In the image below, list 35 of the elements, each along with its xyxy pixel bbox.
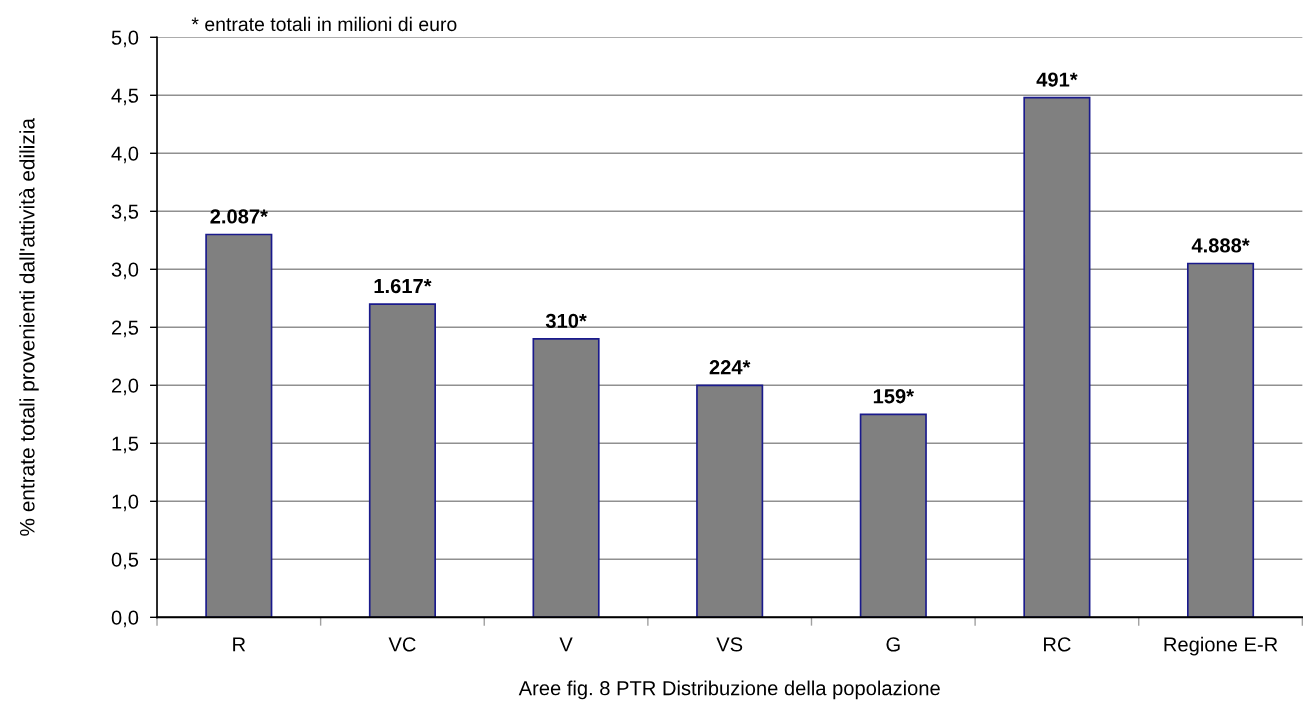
x-tick-label: G xyxy=(886,637,900,652)
y-tick-label: 4,5 xyxy=(111,88,139,106)
y-axis-title: % entrate totali provenienti dall'attività edilizia xyxy=(19,118,39,536)
y-tick-label: 3,0 xyxy=(111,262,139,280)
y-tick-label: 1,0 xyxy=(112,494,139,512)
annotation: 2.087* xyxy=(210,209,268,224)
bar xyxy=(368,303,436,618)
x-tick-label: V xyxy=(559,637,573,652)
x-tick-label: Regione E-R xyxy=(1164,636,1278,656)
annotation: 224* xyxy=(709,360,751,375)
bar xyxy=(859,413,927,618)
annotation: 159* xyxy=(873,389,914,404)
bar xyxy=(532,338,600,618)
x-tick-label: VC xyxy=(388,637,416,652)
bar xyxy=(1023,96,1091,618)
y-tick-label: 5,0 xyxy=(111,30,139,48)
y-tick-label: 3,5 xyxy=(111,204,139,222)
y-tick-label: 4,0 xyxy=(111,146,139,164)
bar xyxy=(696,384,764,618)
y-tick-label: 0,5 xyxy=(111,552,139,570)
x-tick-label: VS xyxy=(716,637,743,652)
text: * entrate totali in milioni di euro xyxy=(191,16,457,32)
bar xyxy=(1186,262,1255,618)
x-tick-label: RC xyxy=(1044,637,1071,652)
annotation: 491* xyxy=(1036,72,1078,87)
y-tick-label: 1,5 xyxy=(112,436,139,454)
annotation: 4.888* xyxy=(1191,238,1250,253)
x-tick-label: R xyxy=(233,637,246,652)
y-tick-label: 2,5 xyxy=(111,320,139,338)
bar xyxy=(205,233,273,618)
y-tick-label: 0,0 xyxy=(111,610,139,628)
annotation: 310* xyxy=(545,313,587,329)
x-axis-title: Aree fig. 8 PTR Distribuzione della popolazione xyxy=(518,680,940,700)
annotation: 1.617* xyxy=(374,278,432,294)
y-tick-label: 2,0 xyxy=(111,378,139,396)
